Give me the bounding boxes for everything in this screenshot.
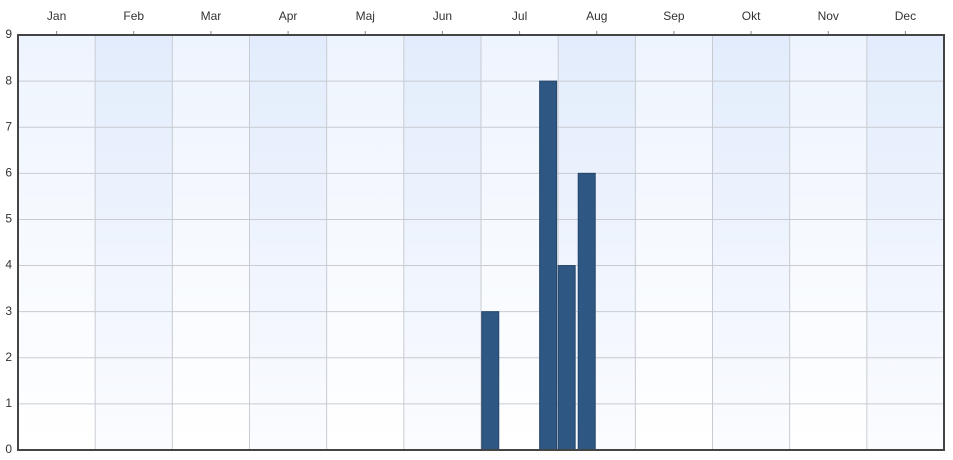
x-tick-label: Mar xyxy=(201,9,222,23)
y-tick-label: 4 xyxy=(5,258,12,272)
x-tick-label: Feb xyxy=(123,9,144,23)
x-tick-label: Nov xyxy=(818,9,839,23)
y-tick-label: 3 xyxy=(5,304,12,318)
bar xyxy=(577,172,596,451)
bar xyxy=(481,311,500,451)
x-tick-label: Maj xyxy=(356,9,375,23)
month-band xyxy=(403,35,481,450)
y-tick-label: 2 xyxy=(5,350,12,364)
bars xyxy=(481,80,596,451)
y-tick-label: 9 xyxy=(5,27,12,41)
x-tick-label: Dec xyxy=(895,9,916,23)
x-tick-label: Apr xyxy=(279,9,298,23)
y-tick-label: 0 xyxy=(5,442,12,456)
x-tick-label: Okt xyxy=(742,9,761,23)
x-tick-label: Sep xyxy=(663,9,685,23)
y-tick-label: 6 xyxy=(5,166,12,180)
x-tick-label: Jan xyxy=(47,9,66,23)
month-band xyxy=(95,35,173,450)
labels: 0 1 2 3 4 5 6 7 8 9 Jan Feb Mar Apr Maj Jun Jul Aug Sep Okt… xyxy=(5,9,945,456)
y-tick-label: 7 xyxy=(5,119,12,133)
y-tick-label: 5 xyxy=(5,212,12,226)
plot-border xyxy=(17,34,945,451)
month-band xyxy=(249,35,327,450)
bar xyxy=(557,265,576,451)
grid xyxy=(18,31,944,451)
y-tick-label: 1 xyxy=(5,396,12,410)
bar xyxy=(539,80,558,451)
x-tick-label: Jun xyxy=(433,9,452,23)
x-tick-label: Aug xyxy=(586,9,607,23)
month-band xyxy=(712,35,790,450)
y-tick-label: 8 xyxy=(5,73,12,87)
x-tick-label: Jul xyxy=(512,9,527,23)
month-band xyxy=(866,35,944,450)
